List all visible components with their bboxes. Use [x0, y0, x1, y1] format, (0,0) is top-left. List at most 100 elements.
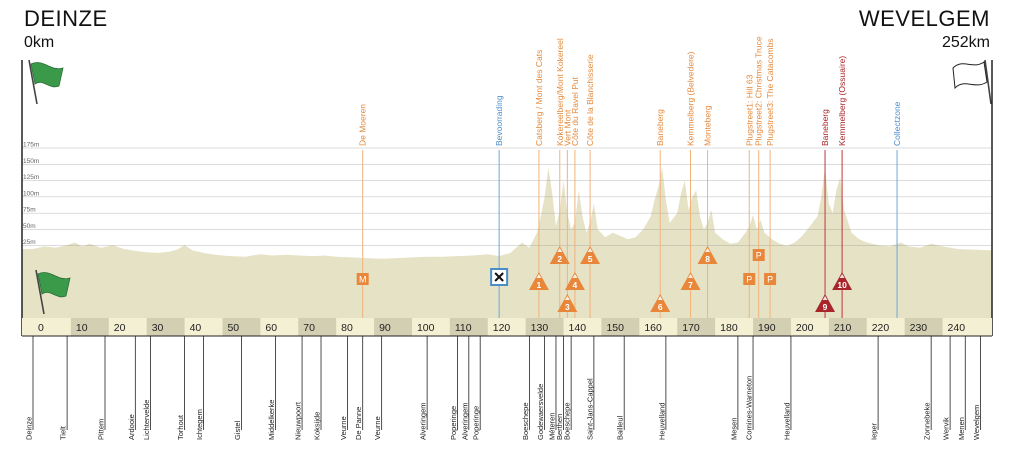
- start-flag-icon: [28, 59, 64, 105]
- town-label: Boeschepe: [521, 402, 530, 440]
- flag-cloth: [37, 272, 71, 298]
- town-label: Deinze: [25, 417, 34, 440]
- km-strip-band: [70, 318, 109, 336]
- town-label: Godewaersvelde: [536, 384, 545, 440]
- x-tick-label: 120: [493, 322, 511, 334]
- km-strip-band: [753, 318, 791, 336]
- km-strip-band: [601, 318, 640, 336]
- km-strip-band: [904, 318, 943, 336]
- x-tick-label: 140: [569, 322, 587, 334]
- km-strip-band: [374, 318, 412, 336]
- y-tick-label: 100m: [23, 190, 39, 197]
- town-label: De Panne: [354, 407, 363, 440]
- km-strip-band: [298, 318, 337, 336]
- km-strip-band: [828, 318, 867, 336]
- town-label: Méteren: [547, 412, 556, 440]
- start-town-label: DEINZE: [24, 6, 108, 31]
- x-tick-label: 220: [872, 322, 890, 334]
- town-label: Ieper: [870, 422, 879, 440]
- finish-distance-label: 252km: [941, 34, 990, 51]
- y-tick-label: 125m: [23, 174, 39, 181]
- marker-square-icon: [764, 273, 777, 285]
- x-tick-label: 30: [152, 322, 164, 334]
- km-strip: [22, 318, 992, 336]
- climb-triangle-icon: [832, 272, 853, 290]
- climb-triangle-icon: [564, 272, 585, 290]
- town-label: Veurne: [339, 416, 348, 440]
- town-label: Ardooie: [127, 414, 136, 440]
- climb-peak-icon: [705, 248, 711, 252]
- marker-square-icon: [743, 273, 756, 285]
- start-distance-label: 0km: [24, 34, 55, 51]
- town-label: Alveringem: [419, 402, 428, 440]
- climb-name-label: Kokereelberg/Mont Kokereel: [555, 38, 565, 146]
- x-tick-label: 20: [114, 322, 126, 334]
- climb-number-label: 5: [588, 254, 593, 264]
- x-tick-label: 160: [644, 322, 662, 334]
- climb-peak-icon: [587, 248, 593, 252]
- climb-number-label: 1: [537, 280, 542, 290]
- x-tick-label: 170: [682, 322, 700, 334]
- marker-name-label: Bevoorrading: [494, 95, 504, 146]
- climb-peak-icon: [572, 274, 578, 278]
- x-tick-label: 230: [910, 322, 928, 334]
- climb-triangle-icon: [528, 272, 549, 290]
- climb-name-label: Vert Mont: [562, 109, 572, 146]
- marker-type-label: P: [767, 275, 773, 285]
- marker-type-label: P: [756, 251, 762, 261]
- climb-triangle-icon: [815, 294, 836, 312]
- town-label: Gistel: [233, 420, 242, 440]
- climb-triangle-icon: [650, 294, 671, 312]
- town-label: Lichtervelde: [142, 400, 151, 440]
- x-tick-label: 190: [758, 322, 776, 334]
- marker-square-icon: [752, 249, 765, 261]
- climb-number-label: 7: [688, 280, 693, 290]
- town-label: Alveringem: [460, 402, 469, 440]
- town-label: Bailleul: [616, 415, 625, 440]
- flag-cloth: [30, 62, 64, 88]
- climb-name-label: Monteberg: [703, 105, 713, 146]
- marker-type-label: P: [746, 275, 752, 285]
- town-label: Menen: [957, 417, 966, 440]
- marker-square-icon: [356, 273, 369, 285]
- start-flag-small-icon: [35, 269, 71, 315]
- climb-name-label: Baneberg: [820, 109, 830, 146]
- town-label: Ichtegem: [195, 409, 204, 440]
- x-tick-label: 150: [606, 322, 624, 334]
- town-label: Koksijde: [313, 412, 322, 440]
- x-tick-label: 80: [341, 322, 353, 334]
- finish-flag-icon: [952, 59, 992, 105]
- climb-peak-icon: [657, 296, 663, 300]
- marker-name-label: Plugstreet1: Hill 63: [744, 74, 754, 146]
- climb-name-label: Kemmelberg (Ossuaire): [837, 56, 847, 146]
- x-tick-label: 90: [379, 322, 391, 334]
- town-label: Saint-Jans-Cappel: [585, 378, 594, 440]
- climb-number-label: 9: [823, 302, 828, 312]
- x-tick-label: 100: [417, 322, 435, 334]
- climb-peak-icon: [564, 296, 570, 300]
- y-tick-label: 25m: [23, 239, 36, 246]
- climb-triangle-icon: [680, 272, 701, 290]
- x-tick-label: 130: [531, 322, 549, 334]
- x-tick-label: 40: [190, 322, 202, 334]
- climb-triangle-icon: [697, 246, 718, 264]
- town-label: Heuvelland: [657, 402, 666, 440]
- town-label: Boeschepe: [563, 402, 572, 440]
- climb-triangle-icon: [557, 294, 578, 312]
- flag-pole: [35, 269, 45, 315]
- town-label: Mesen: [729, 417, 738, 440]
- climb-peak-icon: [557, 248, 563, 252]
- y-tick-label: 150m: [23, 158, 39, 165]
- elevation-profile-area: [22, 167, 992, 318]
- town-label: Middelkerke: [267, 400, 276, 440]
- town-label: Wervik: [942, 417, 951, 440]
- climb-number-label: 3: [565, 302, 570, 312]
- x-tick-label: 70: [303, 322, 315, 334]
- x-tick-label: 0: [38, 322, 44, 334]
- climb-name-label: Baneberg: [655, 109, 665, 146]
- x-tick-label: 50: [227, 322, 239, 334]
- y-tick-label: 50m: [23, 223, 36, 230]
- km-strip-band: [146, 318, 185, 336]
- marker-name-label: Plugstreet3: The Catacombs: [765, 38, 775, 146]
